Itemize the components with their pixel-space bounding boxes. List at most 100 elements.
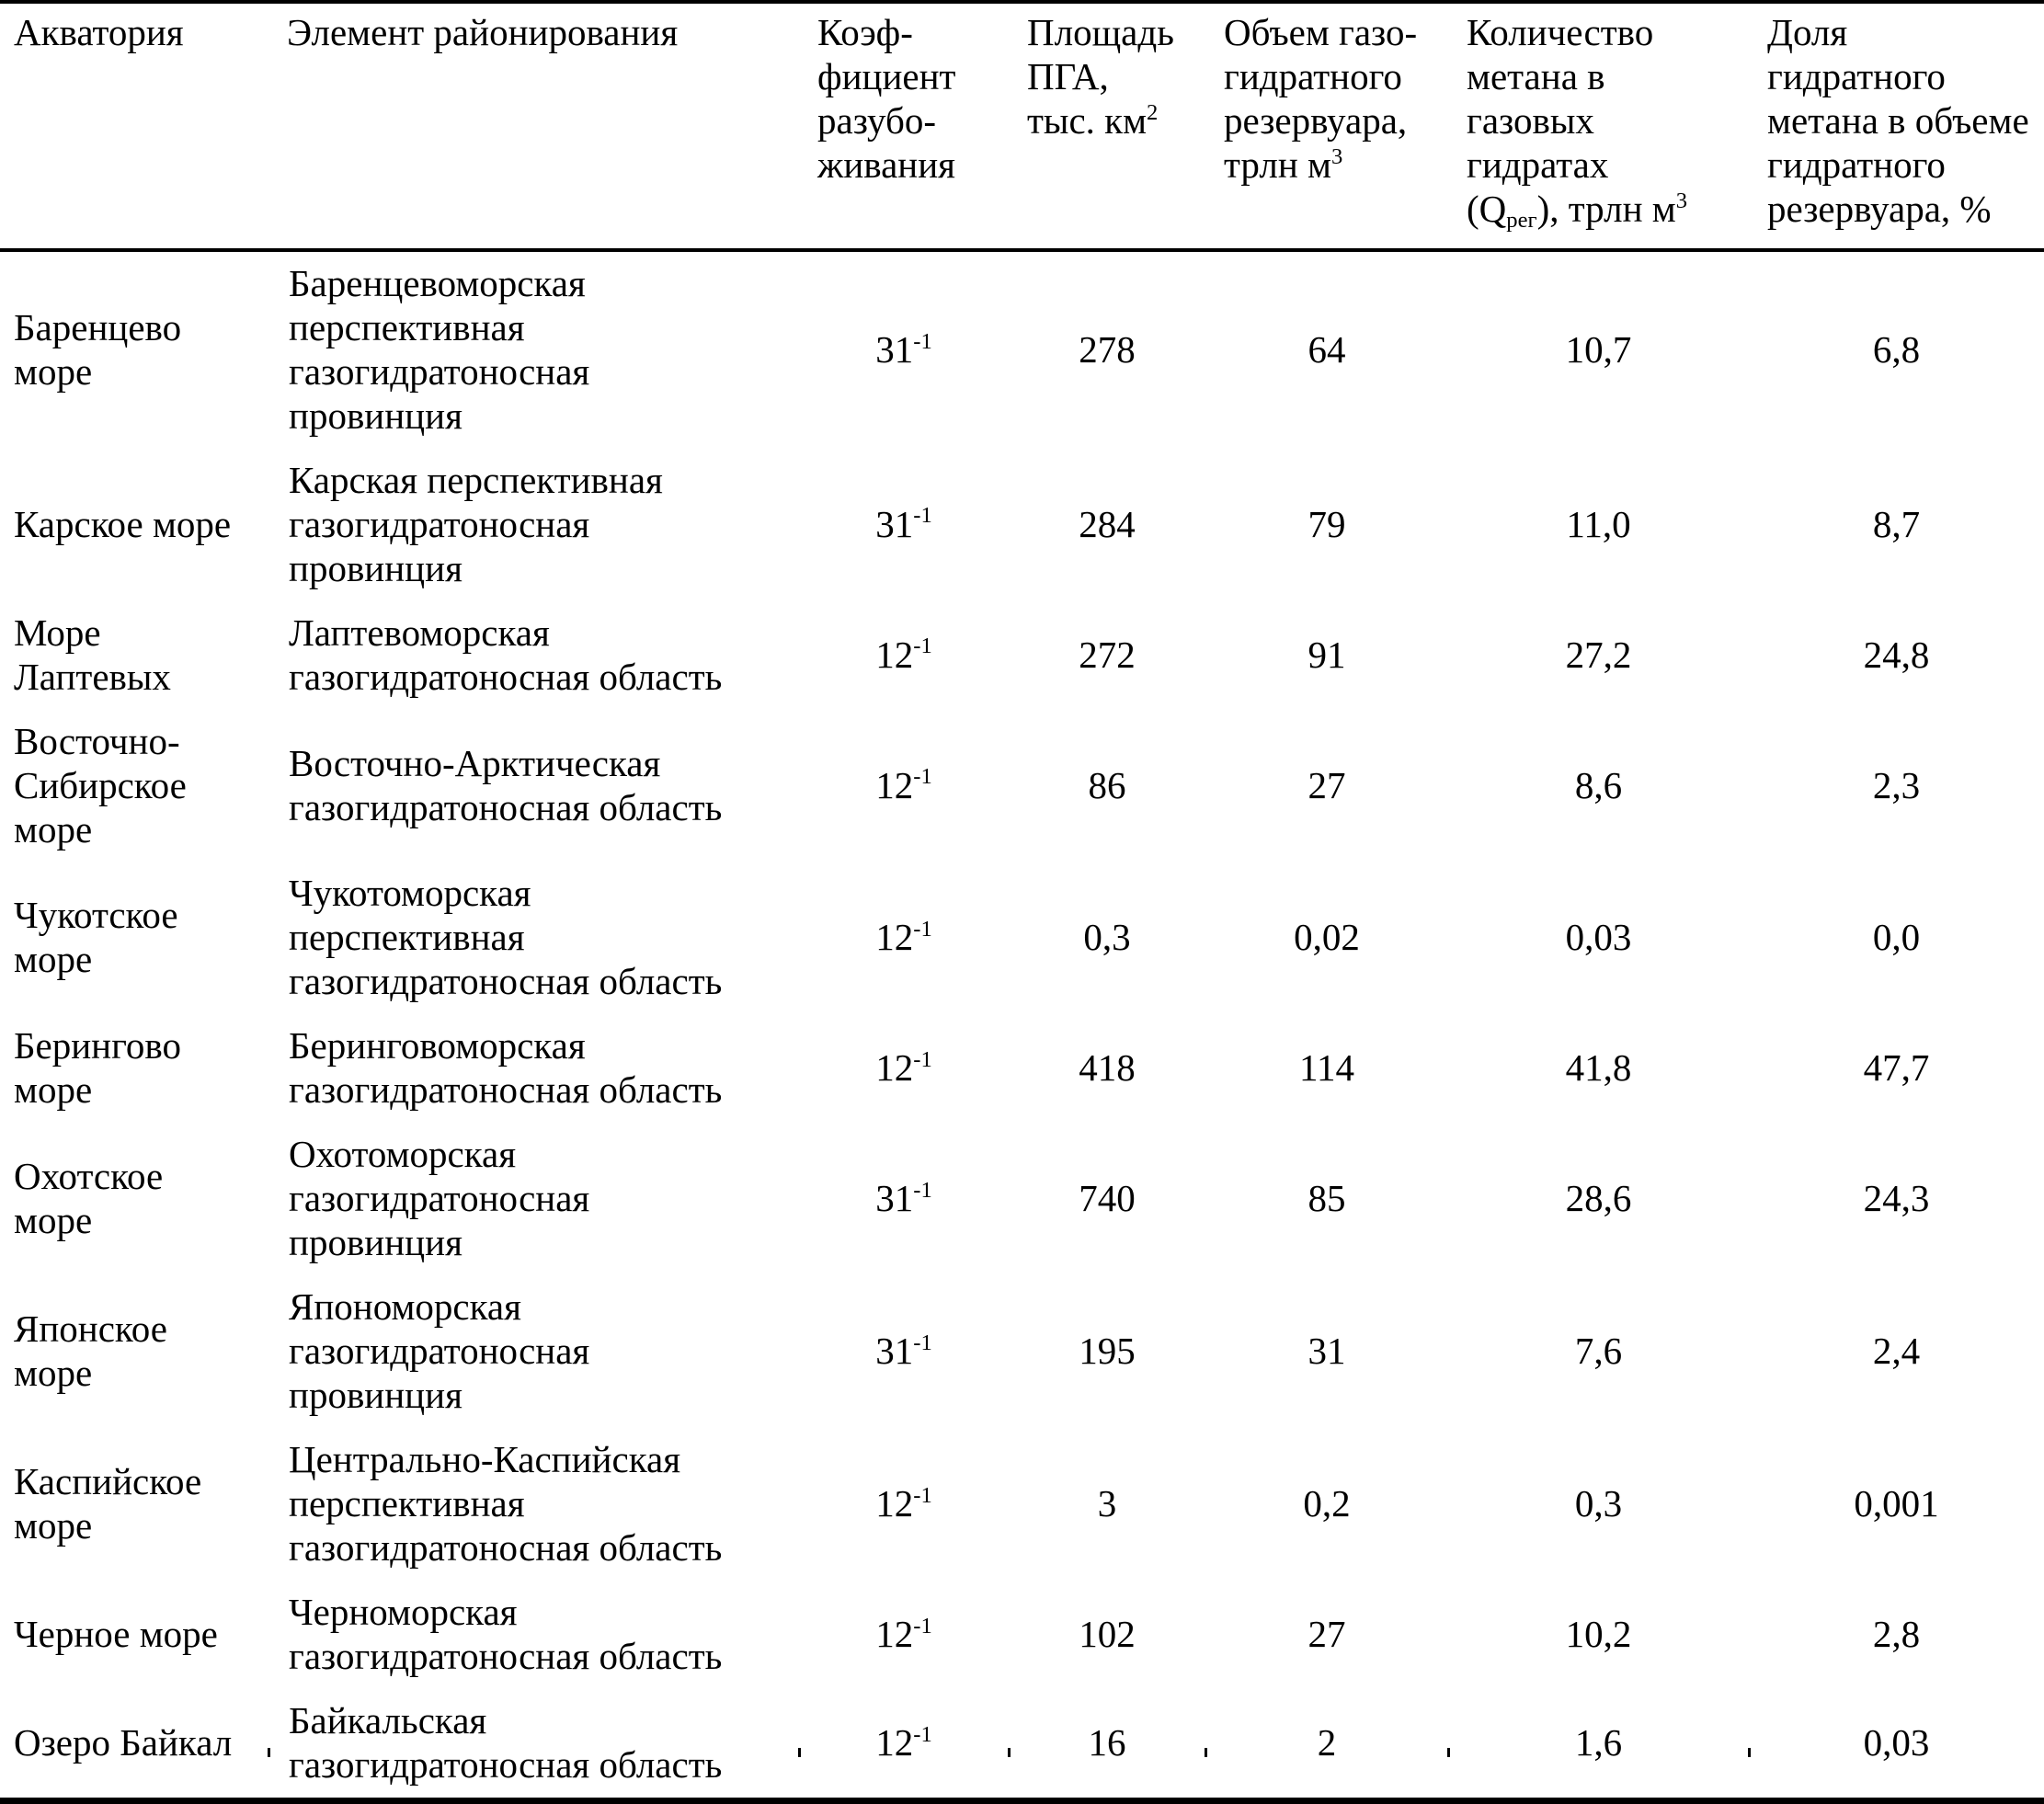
cell-element: Карская перспективная газогидратоносная пр…: [289, 458, 663, 589]
cell-aquatory: Японское море: [14, 1307, 167, 1395]
cell-area: 16: [1009, 1688, 1205, 1804]
cell-share: 2,8: [1872, 1613, 1921, 1656]
cell-volume: 27: [1307, 763, 1346, 806]
cell-element: Черноморская газогидратоносная область: [289, 1591, 723, 1677]
cell-methane: 28,6: [1565, 1177, 1632, 1220]
cell-share: 24,3: [1863, 1177, 1930, 1220]
column-boundary-ticks: [0, 1748, 2044, 1757]
cell-area: 284: [1079, 502, 1136, 545]
cell-coefficient: 12-1: [875, 1046, 932, 1090]
cell-area: 102: [1079, 1613, 1136, 1656]
cell-aquatory: Карское море: [14, 502, 232, 545]
cell-aquatory: Восточно- Сибирское море: [14, 719, 187, 851]
cell-element: Восточно-Арктическая газогидратоносная об…: [289, 741, 723, 828]
table-row-6: Берингово море Беринговоморская газогидрато…: [0, 1014, 2044, 1123]
table-body: Баренцево море Баренцевоморская перспективн…: [0, 250, 2044, 1804]
cell-volume: 0,02: [1294, 916, 1360, 959]
cell-aquatory: Чукотское море: [14, 894, 178, 981]
cell-methane: 7,6: [1574, 1330, 1623, 1373]
cell-share: 8,7: [1872, 502, 1921, 545]
cell-element: Центрально-Каспийская перспективная газоги…: [289, 1438, 723, 1570]
cell-methane: 27,2: [1565, 633, 1632, 676]
cell-volume: 0,2: [1303, 1482, 1351, 1525]
cell-aquatory: Море Лаптевых: [14, 611, 171, 698]
column-header-volume: Объем газо-гидратного резервуара, трлн м3: [1205, 2, 1448, 252]
cell-volume: 2: [1205, 1688, 1448, 1804]
cell-aquatory: Берингово море: [14, 1024, 181, 1112]
table-row-7: Охотское море Охотоморская газогидратоносна…: [0, 1123, 2044, 1275]
cell-area: 272: [1079, 633, 1136, 676]
cell-share: 0,0: [1872, 916, 1921, 959]
cell-area: 86: [1088, 763, 1126, 806]
cell-methane: 11,0: [1566, 502, 1631, 545]
column-boundary-tick: [798, 1748, 801, 1757]
cell-share: 2,3: [1872, 763, 1921, 806]
cell-methane: 41,8: [1565, 1046, 1632, 1090]
cell-volume: 31: [1307, 1330, 1346, 1373]
table-row-5: Чукотское море Чукотоморская перспективная г…: [0, 862, 2044, 1014]
cell-coefficient: 12-1: [875, 633, 932, 676]
cell-area: 278: [1079, 327, 1136, 371]
column-header-element: Элемент районирования: [268, 2, 799, 252]
cell-share: 0,001: [1854, 1482, 1939, 1525]
cell-volume: 91: [1307, 633, 1346, 676]
cell-area: 740: [1079, 1177, 1136, 1220]
column-header-area: Площадь ПГА, тыс. км2: [1009, 2, 1205, 252]
cell-element: Байкальская газогидратоносная область: [268, 1688, 799, 1804]
cell-volume: 27: [1307, 1613, 1346, 1656]
cell-share: 6,8: [1872, 327, 1921, 371]
column-boundary-tick: [1447, 1748, 1450, 1757]
cell-element: Баренцевоморская перспективная газогидрато…: [289, 261, 590, 437]
cell-share: 47,7: [1863, 1046, 1930, 1090]
cell-area: 195: [1079, 1330, 1136, 1373]
column-header-methane: Количество метана в газовых гидратах (Qрег),…: [1448, 2, 1749, 252]
cell-methane: 10,2: [1565, 1613, 1632, 1656]
cell-element: Чукотоморская перспективная газогидратонос…: [289, 872, 723, 1003]
header-row: Акватория Элемент районирования Коэф-фицие…: [0, 2, 2044, 252]
cell-element: Лаптевоморская газогидратоносная область: [289, 611, 723, 698]
cell-methane: 0,03: [1565, 916, 1632, 959]
cell-volume: 79: [1307, 502, 1346, 545]
cell-coefficient: 12-1: [875, 916, 932, 959]
cell-element: Япономорская газогидратоносная провинция: [289, 1285, 590, 1417]
cell-area: 0,3: [1083, 916, 1131, 959]
cell-methane: 1,6: [1448, 1688, 1749, 1804]
cell-coefficient: 31-1: [875, 1177, 932, 1220]
column-header-coefficient: Коэф-фициент разубо-живания: [799, 2, 1009, 252]
column-boundary-tick: [268, 1748, 270, 1757]
table-row-9: Каспийское море Центрально-Каспийская персп…: [0, 1428, 2044, 1581]
cell-area: 3: [1097, 1482, 1117, 1525]
cell-coefficient: 31-1: [875, 502, 932, 545]
cell-coefficient: 12-1: [799, 1688, 1009, 1804]
table-row-3: Море Лаптевых Лаптевоморская газогидратонос…: [0, 601, 2044, 710]
table-row-10: Черное море Черноморская газогидратоносная…: [0, 1581, 2044, 1689]
cell-volume: 114: [1299, 1046, 1354, 1090]
cell-coefficient: 31-1: [875, 1330, 932, 1373]
cell-aquatory: Охотское море: [14, 1155, 164, 1242]
cell-aquatory: Баренцево море: [14, 305, 182, 393]
cell-volume: 64: [1307, 327, 1346, 371]
table-header: Акватория Элемент районирования Коэф-фицие…: [0, 2, 2044, 252]
cell-share: 24,8: [1863, 633, 1930, 676]
cell-coefficient: 12-1: [875, 1482, 932, 1525]
cell-element: Охотоморская газогидратоносная провинция: [289, 1133, 590, 1264]
column-boundary-tick: [1748, 1748, 1751, 1757]
table-row-1: Баренцево море Баренцевоморская перспективн…: [0, 250, 2044, 449]
table-row-2: Карское море Карская перспективная газогид…: [0, 449, 2044, 601]
cell-element: Беринговоморская газогидратоносная област…: [289, 1024, 723, 1112]
cell-methane: 0,3: [1574, 1482, 1623, 1525]
column-boundary-tick: [1205, 1748, 1207, 1757]
cell-volume: 85: [1307, 1177, 1346, 1220]
cell-coefficient: 12-1: [875, 763, 932, 806]
cell-aquatory: Черное море: [14, 1613, 218, 1656]
cell-aquatory: Озеро Байкал: [0, 1688, 268, 1804]
cell-methane: 8,6: [1574, 763, 1623, 806]
table-row-8: Японское море Япономорская газогидратоносна…: [0, 1275, 2044, 1428]
cell-coefficient: 12-1: [875, 1613, 932, 1656]
column-header-aquatory: Акватория: [0, 2, 268, 252]
cell-share: 2,4: [1872, 1330, 1921, 1373]
column-boundary-tick: [1008, 1748, 1011, 1757]
column-header-share: Доля гидратного метана в объеме гидратного р…: [1749, 2, 2044, 252]
